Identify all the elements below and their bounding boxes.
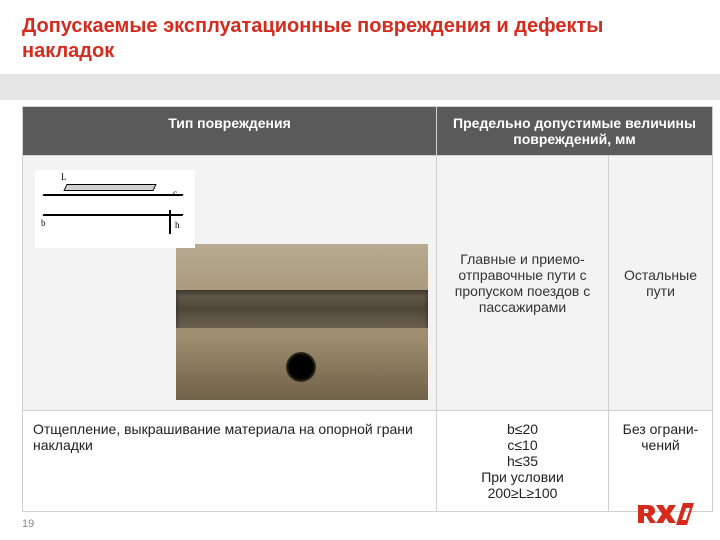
th-limits: Предельно допустимые величины повреждени… [437, 107, 713, 156]
page-number: 19 [22, 518, 34, 530]
schematic-diagram: L b c h [35, 170, 195, 248]
rzd-logo [636, 501, 700, 532]
diagram-label-h: h [175, 220, 180, 230]
limit-main: b≤20 c≤10 h≤35 При условии 200≥L≥100 [437, 411, 609, 512]
defects-table: Тип повреждения Предельно допустимые вел… [22, 106, 713, 512]
table-header-row: Тип повреждения Предельно допустимые вел… [23, 107, 713, 156]
th-damage-type: Тип повреждения [23, 107, 437, 156]
diagram-label-c: c [173, 188, 177, 198]
sub-other-tracks: Остальные пути [609, 156, 713, 411]
diagram-label-b: b [41, 218, 46, 228]
damage-photo [176, 244, 428, 400]
grey-divider [0, 74, 720, 100]
table-subheader-row: L b c h Главные и приемо-отправочные пут… [23, 156, 713, 411]
table-row: Отщепление, выкрашивание материала на оп… [23, 411, 713, 512]
content-area: Тип повреждения Предельно допустимые вел… [0, 100, 720, 540]
damage-description: Отщепление, выкрашивание материала на оп… [23, 411, 437, 512]
sub-main-tracks: Главные и приемо-отправочные пути с проп… [437, 156, 609, 411]
damage-illustration-cell: L b c h [23, 156, 437, 411]
diagram-label-L: L [61, 172, 67, 182]
slide-title: Допускаемые эксплуатационные повреждения… [0, 0, 720, 74]
limit-other: Без ограни- чений [609, 411, 713, 512]
